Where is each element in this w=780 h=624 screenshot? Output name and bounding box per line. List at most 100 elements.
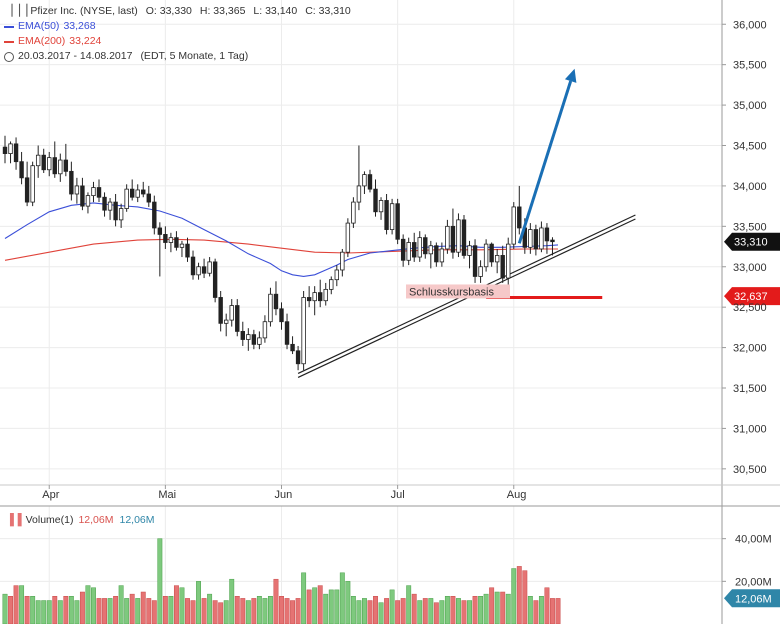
volume-bar (162, 596, 168, 624)
volume-bar (323, 593, 329, 624)
price-tick-label: 34,000 (733, 181, 767, 193)
open-value: O: 33,330 (145, 5, 192, 17)
candle-body (517, 206, 522, 229)
chart-type-icon[interactable]: ▕▕▕ (4, 5, 27, 17)
candle-body (445, 225, 450, 250)
price-tick-label: 31,500 (733, 383, 767, 395)
volume-bar (428, 598, 434, 624)
volume-bar (450, 596, 456, 624)
candle-body (412, 242, 417, 258)
candle-body (207, 261, 212, 274)
candle-body (500, 255, 505, 279)
candle-body (113, 201, 118, 221)
high-value: H: 33,365 (199, 5, 246, 17)
candle-body (340, 251, 345, 271)
volume-bar (13, 585, 19, 624)
candle-body (550, 239, 555, 243)
candle-body (323, 288, 328, 302)
candle-body (85, 195, 91, 207)
ema200-legend[interactable]: EMA(200) 33,224 (4, 34, 351, 49)
candle-body (378, 200, 384, 213)
candle-body (279, 308, 284, 323)
volume-bar (284, 598, 290, 624)
candle-body (58, 159, 63, 175)
candle-body (356, 185, 362, 203)
volume-bar (533, 600, 539, 624)
candle-body (301, 297, 306, 365)
candle-body (240, 331, 245, 340)
time-tick-label: Mai (158, 489, 176, 501)
candle-body (428, 245, 434, 255)
candle-body (384, 200, 389, 230)
candle-body (539, 227, 544, 250)
volume-bar (389, 589, 395, 624)
candle-body (528, 229, 533, 248)
volume-bar (113, 596, 119, 624)
price-tick-label: 33,500 (733, 221, 767, 233)
volume-label: Volume(1) (25, 514, 74, 526)
candle-body (406, 242, 411, 261)
ema50-legend[interactable]: EMA(50) 33,268 (4, 19, 351, 34)
volume-bar (544, 587, 550, 624)
candle-body (2, 146, 8, 154)
volume-bar (267, 596, 273, 624)
volume-bar (68, 596, 74, 624)
volume-bar (290, 600, 296, 624)
candle-body (312, 292, 317, 302)
candle-body (373, 188, 378, 213)
volume-bar (339, 572, 345, 624)
volume-bar (494, 591, 500, 624)
volume-bar (118, 585, 124, 624)
volume-bar (461, 600, 467, 624)
price-tick-label: 33,000 (733, 262, 767, 274)
volume-bar (312, 587, 318, 624)
candle-body (152, 201, 157, 229)
candle-body (257, 337, 262, 345)
volume-bar (85, 585, 91, 624)
time-tick-label: Apr (42, 489, 59, 501)
volume-bar (273, 578, 279, 624)
volume-bar (444, 596, 450, 624)
volume-bar (345, 581, 351, 624)
volume-bar (489, 587, 495, 624)
candle-body (19, 161, 24, 179)
candle-body (212, 261, 218, 298)
volume-bar (63, 596, 69, 624)
candle-body (129, 188, 135, 198)
volume-bar (417, 600, 423, 624)
candle-body (489, 243, 494, 263)
ema50-swatch (4, 25, 14, 28)
volume-bar (124, 598, 130, 624)
target-arrow-shaft (517, 80, 573, 244)
volume-bar (190, 600, 196, 624)
candle-body (80, 185, 85, 207)
close-value: C: 33,310 (305, 5, 351, 17)
candle-body (334, 269, 339, 281)
candle-body (467, 245, 472, 256)
volume-bar (500, 591, 506, 624)
candle-body (246, 334, 251, 340)
volume-bar (245, 600, 251, 624)
candle-body (35, 154, 41, 167)
candle-body (284, 321, 290, 345)
candle-body (423, 237, 428, 255)
candle-body (351, 201, 356, 224)
candle-body (235, 305, 240, 332)
candle-body (533, 229, 539, 250)
ema200-label: EMA(200) (18, 35, 66, 47)
candle-body (456, 219, 461, 253)
volume-bar (456, 598, 461, 624)
volume-bar (30, 596, 36, 624)
candle-body (13, 143, 19, 163)
volume-bar (522, 570, 528, 624)
volume-bar (400, 598, 406, 624)
candle-body (395, 203, 400, 240)
volume-bar (350, 596, 356, 624)
ema50-value: 33,268 (63, 20, 96, 32)
volume-bar (262, 598, 268, 624)
candle-body (52, 157, 57, 175)
volume-bar (151, 600, 157, 624)
volume-bar (362, 598, 367, 624)
candle-body (96, 187, 102, 198)
